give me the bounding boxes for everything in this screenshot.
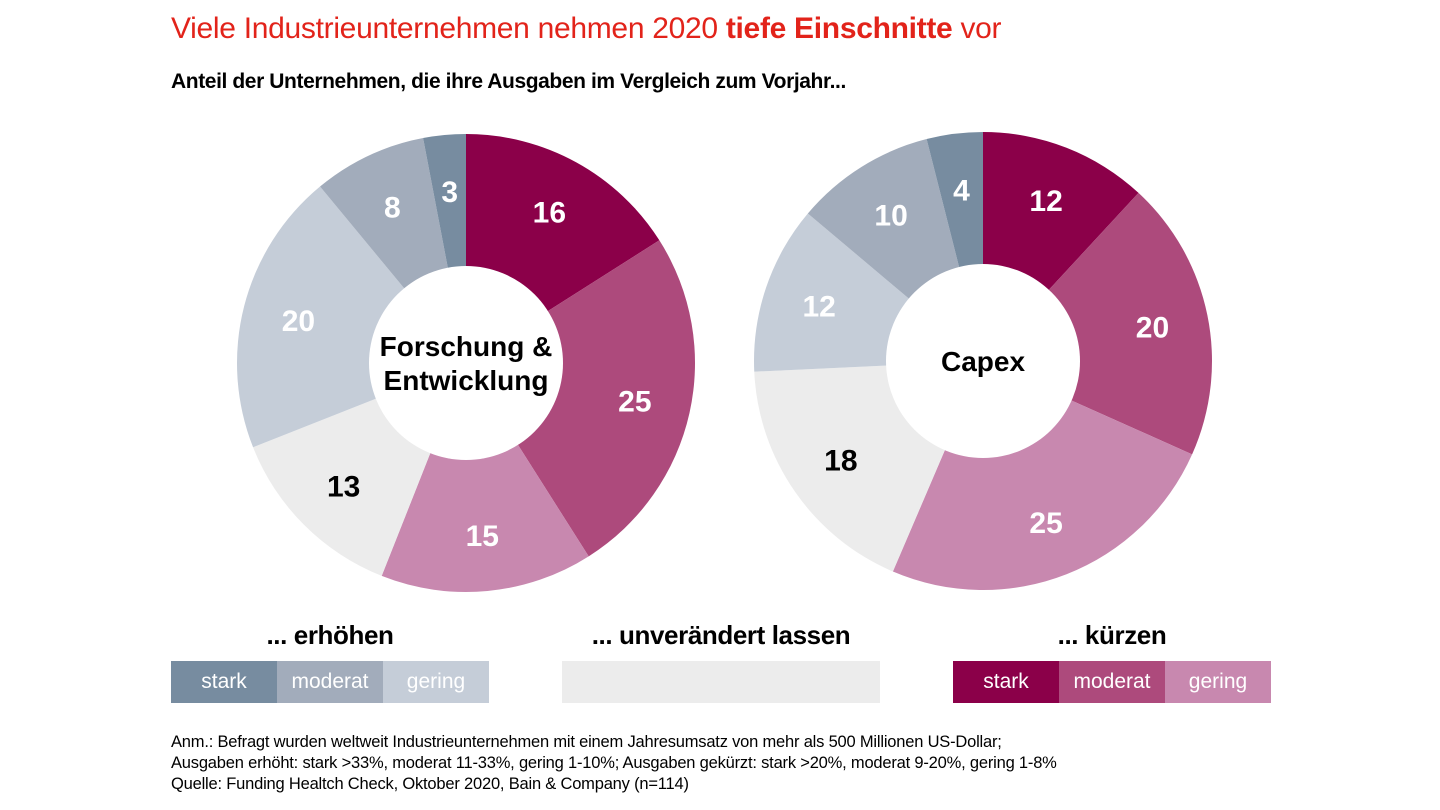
donut-value-label: 10 xyxy=(874,199,907,232)
donut-segment-unveraendert-lassen xyxy=(253,396,433,576)
donut-center-label: Entwicklung xyxy=(384,365,549,396)
footnote: Anm.: Befragt wurden weltweit Industrieu… xyxy=(171,732,1057,795)
legend-heading-kuerzen: ... kürzen xyxy=(1057,620,1167,650)
donut-segment-kuerzen-gering xyxy=(892,398,1193,591)
donut-segment-kuerzen-gering xyxy=(381,440,589,592)
chart-subtitle: Anteil der Unternehmen, die ihre Ausgabe… xyxy=(171,70,846,93)
legend-bar-kuerzen: stark moderat gering xyxy=(953,661,1271,703)
legend-kuerzen-moderat: moderat xyxy=(1059,661,1165,703)
donut-segment-unveraendert-lassen xyxy=(754,365,947,572)
donut-value-label: 12 xyxy=(802,290,835,323)
donut-value-label: 20 xyxy=(1136,311,1169,344)
donut-segment-erhoehen-moderat xyxy=(807,139,961,302)
donut-segment-erhoehen-gering xyxy=(754,213,913,372)
title-text-end: vor xyxy=(952,12,1002,45)
donut-segment-erhoehen-stark xyxy=(423,134,466,273)
donut-center-label: Capex xyxy=(941,346,1025,377)
legend-heading-erhoehen: ... erhöhen xyxy=(266,620,394,650)
donut-segment-erhoehen-moderat xyxy=(320,138,449,293)
legend-kuerzen-stark: stark xyxy=(953,661,1059,703)
donut-value-label: 15 xyxy=(466,520,499,553)
donut-center-label: Forschung & xyxy=(380,331,553,362)
donut-value-label: 12 xyxy=(1029,185,1062,218)
donut-value-label: 13 xyxy=(327,470,360,503)
donut-value-label: 18 xyxy=(824,445,857,478)
legend-bar-unveraendert xyxy=(562,661,880,703)
donut-forschung-entwicklung: 16 25 15 13 20 8 3 Forschung &Entwicklung xyxy=(237,134,695,592)
title-text: Viele Industrieunternehmen nehmen 2020 xyxy=(171,12,726,45)
donut-value-label: 8 xyxy=(384,191,401,224)
donut-hole xyxy=(886,264,1080,458)
legend-erhoehen-moderat: moderat xyxy=(277,661,383,703)
donut-value-label: 25 xyxy=(1029,507,1062,540)
donut-segment-erhoehen-gering xyxy=(237,186,408,448)
donut-value-label: 16 xyxy=(533,196,566,229)
donut-value-label: 4 xyxy=(953,174,970,207)
donut-segment-kuerzen-stark xyxy=(466,134,660,314)
legend-erhoehen-gering: gering xyxy=(383,661,489,703)
footnote-line-1: Anm.: Befragt wurden weltweit Industrieu… xyxy=(171,733,1002,751)
donut-segment-kuerzen-stark xyxy=(983,132,1139,294)
legend-bar-erhoehen: stark moderat gering xyxy=(171,661,489,703)
chart-title: Viele Industrieunternehmen nehmen 2020 t… xyxy=(171,12,1002,46)
legend-kuerzen-gering: gering xyxy=(1165,661,1271,703)
donut-value-label: 25 xyxy=(618,386,651,419)
donut-segment-kuerzen-moderat xyxy=(1045,192,1212,455)
footnote-line-2: Ausgaben erhöht: stark >33%, moderat 11-… xyxy=(171,754,1057,772)
donut-segment-kuerzen-moderat xyxy=(515,240,695,557)
title-emphasis: tiefe Einschnitte xyxy=(725,12,953,45)
legend-heading-unveraendert: ... unverändert lassen xyxy=(591,620,851,650)
donut-value-label: 3 xyxy=(441,176,458,209)
donut-value-label: 20 xyxy=(282,305,315,338)
donut-capex: 12 20 25 18 12 10 4 Capex xyxy=(754,132,1212,591)
footnote-line-3: Quelle: Funding Healtch Check, Oktober 2… xyxy=(171,775,689,793)
donut-segment-erhoehen-stark xyxy=(926,132,983,272)
donut-hole xyxy=(369,266,563,460)
legend-erhoehen-stark: stark xyxy=(171,661,277,703)
